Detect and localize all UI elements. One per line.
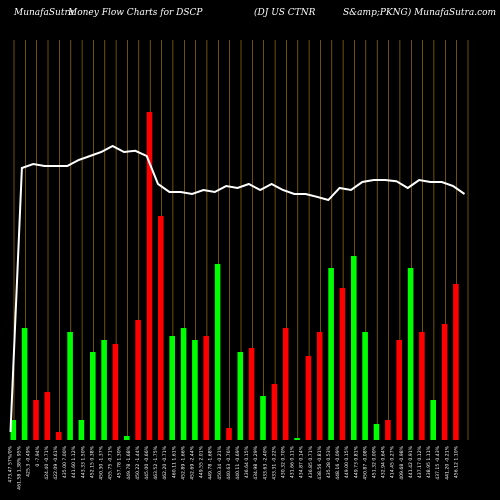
x-tick-label: 449.73 0.81% xyxy=(353,445,359,478)
bar xyxy=(146,112,153,440)
bar xyxy=(441,324,448,440)
bar xyxy=(328,268,334,440)
bar xyxy=(305,356,312,440)
x-tick-label: 456.12 1.10% xyxy=(453,445,459,478)
x-tick-label: 460.11 1.61% xyxy=(171,445,177,478)
bar xyxy=(226,428,232,440)
bar xyxy=(373,424,380,440)
x-tick-label: 440.11 -0.69% xyxy=(235,445,241,479)
money-flow-line xyxy=(9,144,466,433)
bar xyxy=(214,264,221,440)
bar-series xyxy=(10,112,459,440)
x-tick-label: 451.32 0.00% xyxy=(372,445,378,478)
bar xyxy=(10,420,17,440)
x-tick-label: 449.00 0.15% xyxy=(344,445,350,478)
x-tick-label: 450.22 -1.44% xyxy=(135,445,141,479)
title-mid: (DJ US CTNR xyxy=(254,7,316,18)
x-tick-label: 450.34 -0.21% xyxy=(217,445,223,479)
title-left: Money Flow Charts for DSCP xyxy=(67,8,203,18)
x-tick-label: 434.98 -0.29% xyxy=(253,445,259,479)
bar xyxy=(282,328,289,440)
x-tick-label: 437.17 0.12% xyxy=(417,445,423,478)
x-tick-label: 432.94 0.64% xyxy=(381,445,387,478)
x-tick-label: 414.45 0.27% xyxy=(390,445,396,478)
bar xyxy=(44,392,51,440)
x-tick-label: 422.09 -0.61% xyxy=(53,445,59,479)
bar xyxy=(453,284,459,440)
bar xyxy=(158,216,164,440)
x-tick-label: 435.00 7.00% xyxy=(62,445,68,478)
bar xyxy=(271,384,278,440)
bar xyxy=(112,344,119,440)
bar xyxy=(203,336,209,440)
title-right: S&amp;PKNG) MunafaSutra.com xyxy=(343,7,496,18)
title-site: MunafaSutra xyxy=(13,8,74,18)
bar xyxy=(169,336,175,440)
bar xyxy=(237,352,244,440)
bar xyxy=(351,256,357,440)
x-tick-label: 473.47 57%/0% xyxy=(8,445,14,482)
bar xyxy=(67,332,73,440)
x-tick-label: 450.87 -0.08% xyxy=(362,445,368,479)
x-tick-label: 436.64 0.15% xyxy=(244,445,250,478)
x-tick-label: 461.58 1.38% 95% xyxy=(17,445,23,489)
bar xyxy=(55,432,62,440)
x-tick-label: 438.95 1.11% xyxy=(426,445,432,478)
x-tick-label: 449.78 -1.68% xyxy=(208,445,214,479)
x-tick-label: 452.69 -2.44% xyxy=(190,445,196,479)
bar xyxy=(135,320,141,440)
bar xyxy=(419,332,425,440)
bar xyxy=(316,332,323,440)
bar xyxy=(90,352,96,440)
bar xyxy=(385,420,391,440)
x-tick-label: 431.66 0.11% xyxy=(290,445,296,478)
bar xyxy=(124,436,130,440)
bar xyxy=(396,340,402,440)
x-tick-label: 436.85 0.71% xyxy=(308,445,314,478)
x-tick-label: 424.40 -0.71% xyxy=(44,445,50,479)
x-tick-label: 449.78 -1.68% xyxy=(126,445,132,479)
x-tick-label: 455.75 -0.71% xyxy=(108,445,114,479)
bar xyxy=(192,340,198,440)
bar xyxy=(78,420,85,440)
x-tick-label: 443.33 1.50% xyxy=(80,445,86,478)
x-tick-label: 445.00 -0.66% xyxy=(144,445,150,479)
bar xyxy=(101,340,107,440)
x-tick-label: 435.28 0.53% xyxy=(326,445,332,478)
x-tick-label: 450.30 -1.37% xyxy=(99,445,105,479)
bar xyxy=(294,438,300,440)
x-tick-label: 430.32 0.70% xyxy=(281,445,287,478)
bar xyxy=(339,288,346,440)
x-tick-label: 425.3 -0.49% xyxy=(26,445,32,476)
x-tick-label: 433.63 -2.40% xyxy=(262,445,268,479)
x-tick-label: 0 -7.94% xyxy=(35,445,41,466)
x-tick-label: 438.56 -0.81% xyxy=(317,445,323,479)
x-tick-label: 452.89 -1.66% xyxy=(180,445,186,479)
x-tick-label: 448.16 -0.09% xyxy=(335,445,341,479)
x-tick-labels: 473.47 57%/0% 461.58 1.38% 95% 425.3 -0.49… xyxy=(8,445,460,489)
x-tick-label: 441.60 1.12% xyxy=(71,445,77,478)
bar xyxy=(362,332,368,440)
x-tick-label: 441.20 -0.21% xyxy=(444,445,450,479)
x-tick-label: 409.68 -0.98% xyxy=(399,445,405,479)
bar xyxy=(260,396,266,440)
x-tick-label: 449.55 2.01% xyxy=(199,445,205,478)
bar xyxy=(33,400,39,440)
x-tick-label: 452.15 0.38% xyxy=(89,445,95,478)
bar xyxy=(248,348,255,440)
bar xyxy=(407,268,414,440)
x-tick-label: 440.63 -0.76% xyxy=(226,445,232,479)
x-tick-label: 434.87 0.14% xyxy=(299,445,305,478)
x-tick-label: 433.31 -0.22% xyxy=(271,445,277,479)
x-tick-label: 457.78 1.30% xyxy=(117,445,123,478)
bar xyxy=(21,328,28,440)
bar xyxy=(180,328,187,440)
x-tick-label: 463.52 -1.75% xyxy=(153,445,159,479)
x-tick-label: 462.20 -0.71% xyxy=(162,445,168,479)
x-tick-label: 441.42 0.91% xyxy=(408,445,414,478)
x-tick-label: 437.15 -0.43% xyxy=(435,445,441,479)
bar xyxy=(430,400,436,440)
